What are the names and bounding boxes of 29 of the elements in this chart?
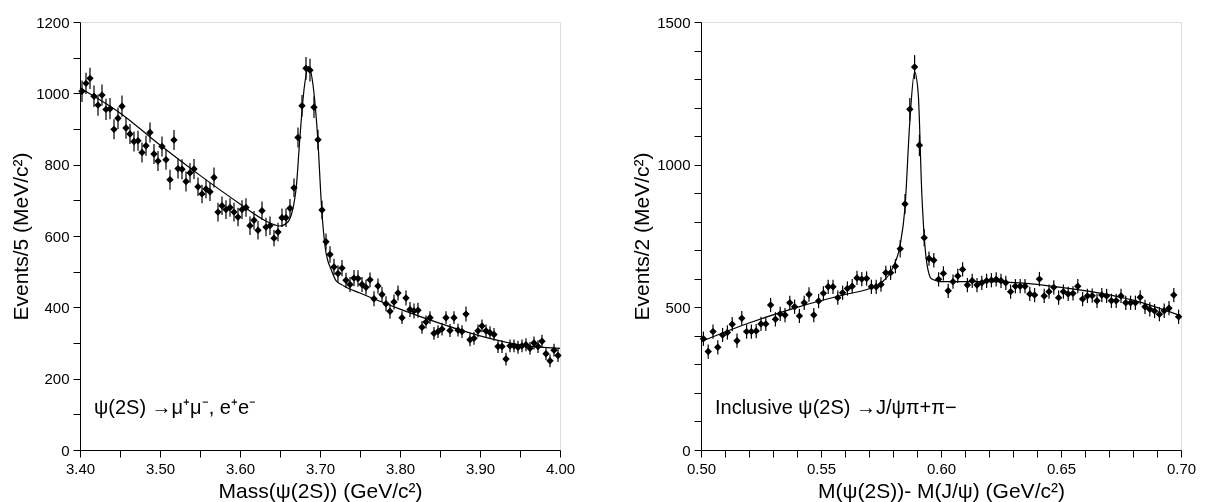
x-tick-label: 3.50	[145, 459, 176, 477]
y-tick-label: 1000	[657, 156, 691, 174]
x-tick-label: 0.55	[806, 459, 837, 477]
x-tick-label: 3.60	[225, 459, 256, 477]
y-tick-label: 1000	[36, 84, 70, 102]
x-tick-label: 3.70	[305, 459, 336, 477]
x-tick-label: 0.60	[926, 459, 957, 477]
x-axis-title: Mass(ψ(2S)) (GeV/c²)	[218, 478, 423, 502]
y-axis-title: Events/2 (MeV/c²)	[630, 152, 654, 321]
x-tick-label: 0.70	[1166, 459, 1197, 477]
x-tick-label: 0.50	[686, 459, 717, 477]
x-tick-label: 4.00	[545, 459, 576, 477]
y-tick-label: 600	[44, 227, 70, 245]
y-tick-label: 1500	[657, 13, 691, 31]
annotation: Inclusive ψ(2S) →J/ψπ+π−	[715, 396, 957, 418]
x-tick-label: 0.65	[1046, 459, 1077, 477]
x-tick-label: 3.90	[465, 459, 496, 477]
x-tick-label: 3.80	[385, 459, 416, 477]
y-tick-label: 400	[44, 298, 70, 316]
y-tick-label: 0	[61, 441, 70, 459]
annotation: ψ(2S) →μ⁺μ⁻, e⁺e⁻	[94, 396, 257, 418]
x-tick-label: 3.40	[65, 459, 96, 477]
x-axis-title: M(ψ(2S))- M(J/ψ) (GeV/c²)	[818, 478, 1065, 502]
y-axis-title: Events/5 (MeV/c²)	[9, 152, 33, 321]
y-tick-label: 500	[665, 298, 691, 316]
y-tick-label: 1200	[36, 13, 70, 31]
y-tick-label: 0	[682, 441, 691, 459]
y-tick-label: 200	[44, 370, 70, 388]
y-tick-label: 800	[44, 156, 70, 174]
